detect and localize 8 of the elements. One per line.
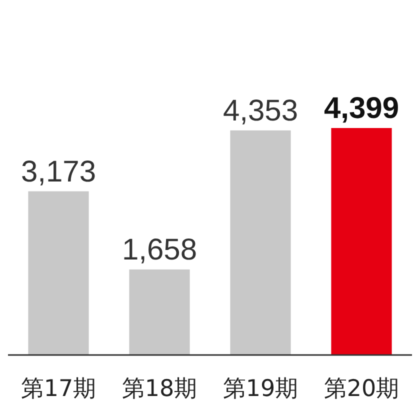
x-tick-label: 第17期 [20,376,96,402]
data-label: 1,658 [122,233,198,266]
data-label: 4,353 [222,94,298,128]
x-tick-label: 第18期 [122,376,198,402]
data-label: 3,173 [20,155,96,188]
x-tick-label: 第20期 [324,376,400,402]
data-label: 4,399 [324,92,400,126]
x-tick-label: 第19期 [222,376,298,402]
